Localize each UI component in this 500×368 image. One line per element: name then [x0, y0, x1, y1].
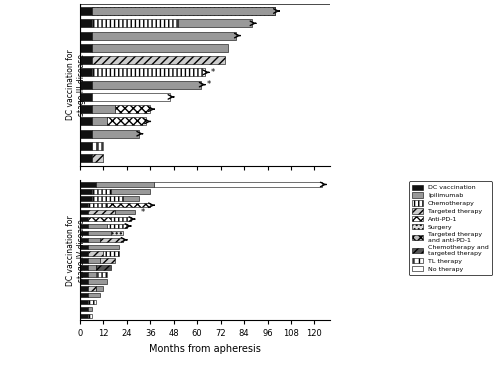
Bar	[92, 189, 111, 194]
Bar	[88, 210, 115, 215]
Bar	[178, 19, 252, 27]
Bar	[88, 238, 100, 242]
Bar	[96, 272, 108, 277]
Bar	[108, 117, 146, 125]
Bar	[80, 244, 88, 249]
Bar	[92, 196, 123, 201]
Bar	[92, 44, 228, 52]
Bar	[92, 56, 224, 64]
Bar	[88, 217, 111, 221]
Bar	[96, 182, 154, 187]
Bar	[88, 307, 92, 311]
Bar	[92, 19, 178, 27]
Bar	[100, 238, 123, 242]
Bar	[96, 286, 104, 291]
Bar	[80, 93, 92, 101]
Bar	[80, 293, 88, 297]
Bar	[80, 56, 92, 64]
Bar	[80, 105, 92, 113]
Y-axis label: DC vaccination for
stage IV disease: DC vaccination for stage IV disease	[66, 215, 86, 286]
Bar	[80, 130, 92, 138]
Bar	[92, 142, 96, 150]
Bar	[96, 265, 111, 270]
Bar	[80, 217, 88, 221]
Bar	[88, 272, 96, 277]
Bar	[92, 32, 236, 40]
Bar	[80, 251, 88, 256]
Bar	[92, 7, 276, 15]
Bar	[80, 265, 88, 270]
Bar	[108, 224, 127, 228]
Bar	[88, 314, 92, 318]
Bar	[96, 142, 104, 150]
Bar	[115, 105, 150, 113]
Bar	[88, 231, 111, 235]
Bar	[80, 286, 88, 291]
Bar	[80, 32, 92, 40]
Bar	[80, 19, 92, 27]
Bar	[108, 203, 150, 208]
Bar	[115, 210, 134, 215]
Bar	[80, 210, 88, 215]
Text: *: *	[211, 68, 215, 77]
Bar	[80, 154, 92, 162]
Bar	[80, 182, 96, 187]
Bar	[111, 231, 123, 235]
Bar	[104, 251, 119, 256]
Y-axis label: DC vaccination for
stage III disease: DC vaccination for stage III disease	[66, 49, 86, 120]
Bar	[80, 314, 88, 318]
Bar	[88, 203, 108, 208]
Bar	[88, 286, 96, 291]
Legend: DC vaccination, Ipilimumab, Chemotherapy, Targeted therapy, Anti-PD-1, Surgery, : DC vaccination, Ipilimumab, Chemotherapy…	[408, 181, 492, 275]
Bar	[92, 7, 276, 15]
Bar	[92, 154, 104, 162]
Bar	[123, 196, 138, 201]
Bar	[80, 258, 88, 263]
Bar	[88, 279, 108, 284]
Bar	[92, 68, 205, 77]
Bar	[88, 224, 108, 228]
Bar	[80, 68, 92, 77]
Text: *: *	[207, 80, 211, 89]
Bar	[92, 117, 108, 125]
Bar	[88, 293, 100, 297]
Bar	[80, 203, 88, 208]
Bar	[88, 258, 100, 263]
Bar	[80, 81, 92, 89]
X-axis label: Months from apheresis: Months from apheresis	[149, 344, 261, 354]
Bar	[80, 189, 92, 194]
Bar	[80, 279, 88, 284]
Bar	[92, 81, 201, 89]
Bar	[154, 182, 322, 187]
Bar	[80, 231, 88, 235]
Bar	[111, 189, 150, 194]
Bar	[92, 93, 170, 101]
Bar	[80, 44, 92, 52]
Bar	[100, 258, 115, 263]
Bar	[88, 251, 104, 256]
Bar	[80, 272, 88, 277]
Bar	[88, 265, 96, 270]
Bar	[111, 217, 131, 221]
Bar	[92, 130, 138, 138]
Bar	[80, 117, 92, 125]
Bar	[88, 244, 119, 249]
Bar	[80, 307, 88, 311]
Bar	[80, 7, 92, 15]
Text: *: *	[140, 208, 145, 217]
Bar	[88, 300, 96, 304]
Bar	[80, 224, 88, 228]
Bar	[80, 300, 88, 304]
Bar	[92, 105, 115, 113]
Bar	[80, 196, 92, 201]
Bar	[80, 238, 88, 242]
Bar	[80, 142, 92, 150]
